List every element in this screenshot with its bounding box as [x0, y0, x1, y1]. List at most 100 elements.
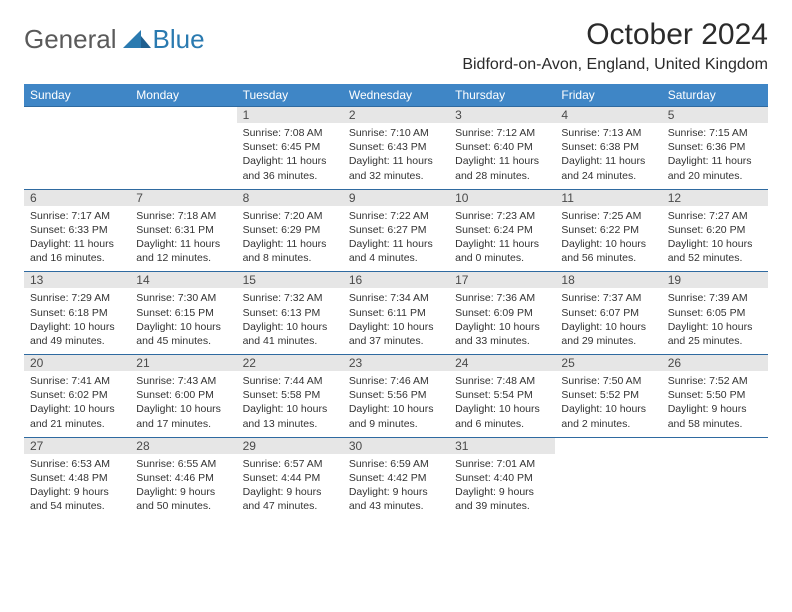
day-cell: Sunrise: 7:25 AMSunset: 6:22 PMDaylight:…: [555, 206, 661, 272]
sunset-line: Sunset: 6:33 PM: [30, 223, 124, 237]
sunset-line: Sunset: 6:00 PM: [136, 388, 230, 402]
page-title: October 2024: [462, 18, 768, 52]
day-header: Sunday: [24, 84, 130, 107]
day-number: 23: [343, 355, 449, 372]
sunset-line: Sunset: 6:45 PM: [243, 140, 337, 154]
day-cell: Sunrise: 7:29 AMSunset: 6:18 PMDaylight:…: [24, 288, 130, 354]
page-subtitle: Bidford-on-Avon, England, United Kingdom: [462, 56, 768, 74]
day-number: 20: [24, 355, 130, 372]
sunset-line: Sunset: 6:36 PM: [668, 140, 762, 154]
empty-cell: [130, 123, 236, 189]
sunrise-line: Sunrise: 6:55 AM: [136, 457, 230, 471]
logo-triangle-icon: [123, 24, 151, 55]
day-cell: Sunrise: 7:12 AMSunset: 6:40 PMDaylight:…: [449, 123, 555, 189]
daylight-line: Daylight: 10 hours and 25 minutes.: [668, 320, 762, 348]
sunrise-line: Sunrise: 6:57 AM: [243, 457, 337, 471]
sunset-line: Sunset: 6:09 PM: [455, 306, 549, 320]
sunset-line: Sunset: 4:44 PM: [243, 471, 337, 485]
day-header: Monday: [130, 84, 236, 107]
sunset-line: Sunset: 5:58 PM: [243, 388, 337, 402]
day-cell: Sunrise: 6:59 AMSunset: 4:42 PMDaylight:…: [343, 454, 449, 520]
day-cell: Sunrise: 7:37 AMSunset: 6:07 PMDaylight:…: [555, 288, 661, 354]
day-cell: Sunrise: 7:15 AMSunset: 6:36 PMDaylight:…: [662, 123, 768, 189]
logo-text-a: General: [24, 24, 117, 55]
daylight-line: Daylight: 11 hours and 36 minutes.: [243, 154, 337, 182]
day-cell: Sunrise: 7:22 AMSunset: 6:27 PMDaylight:…: [343, 206, 449, 272]
logo: General Blue: [24, 18, 205, 55]
day-cell: Sunrise: 7:13 AMSunset: 6:38 PMDaylight:…: [555, 123, 661, 189]
empty-cell: [24, 107, 130, 124]
daylight-line: Daylight: 10 hours and 21 minutes.: [30, 402, 124, 430]
sunrise-line: Sunrise: 7:44 AM: [243, 374, 337, 388]
day-number: 1: [237, 107, 343, 124]
day-number: 26: [662, 355, 768, 372]
day-number: 7: [130, 189, 236, 206]
day-cell: Sunrise: 7:01 AMSunset: 4:40 PMDaylight:…: [449, 454, 555, 520]
empty-cell: [130, 107, 236, 124]
sunrise-line: Sunrise: 7:30 AM: [136, 291, 230, 305]
sunrise-line: Sunrise: 6:59 AM: [349, 457, 443, 471]
day-number: 18: [555, 272, 661, 289]
sunset-line: Sunset: 4:42 PM: [349, 471, 443, 485]
daylight-line: Daylight: 10 hours and 49 minutes.: [30, 320, 124, 348]
sunrise-line: Sunrise: 7:27 AM: [668, 209, 762, 223]
sunrise-line: Sunrise: 7:43 AM: [136, 374, 230, 388]
sunset-line: Sunset: 6:24 PM: [455, 223, 549, 237]
daynum-row: 20212223242526: [24, 355, 768, 372]
sunrise-line: Sunrise: 7:10 AM: [349, 126, 443, 140]
day-number: 15: [237, 272, 343, 289]
day-number: 21: [130, 355, 236, 372]
sunset-line: Sunset: 5:54 PM: [455, 388, 549, 402]
day-cell: Sunrise: 7:44 AMSunset: 5:58 PMDaylight:…: [237, 371, 343, 437]
day-cell: Sunrise: 7:08 AMSunset: 6:45 PMDaylight:…: [237, 123, 343, 189]
daylight-line: Daylight: 10 hours and 41 minutes.: [243, 320, 337, 348]
daylight-line: Daylight: 9 hours and 39 minutes.: [455, 485, 549, 513]
sunrise-line: Sunrise: 7:36 AM: [455, 291, 549, 305]
day-number: 11: [555, 189, 661, 206]
sunrise-line: Sunrise: 7:52 AM: [668, 374, 762, 388]
daylight-line: Daylight: 11 hours and 8 minutes.: [243, 237, 337, 265]
sunrise-line: Sunrise: 7:20 AM: [243, 209, 337, 223]
sunset-line: Sunset: 6:05 PM: [668, 306, 762, 320]
sunrise-line: Sunrise: 7:15 AM: [668, 126, 762, 140]
sunset-line: Sunset: 6:40 PM: [455, 140, 549, 154]
day-number: 10: [449, 189, 555, 206]
content-row: Sunrise: 7:41 AMSunset: 6:02 PMDaylight:…: [24, 371, 768, 437]
sunset-line: Sunset: 6:31 PM: [136, 223, 230, 237]
sunrise-line: Sunrise: 7:13 AM: [561, 126, 655, 140]
daylight-line: Daylight: 10 hours and 37 minutes.: [349, 320, 443, 348]
sunrise-line: Sunrise: 7:50 AM: [561, 374, 655, 388]
sunset-line: Sunset: 4:48 PM: [30, 471, 124, 485]
sunset-line: Sunset: 6:22 PM: [561, 223, 655, 237]
day-cell: Sunrise: 7:10 AMSunset: 6:43 PMDaylight:…: [343, 123, 449, 189]
sunset-line: Sunset: 6:27 PM: [349, 223, 443, 237]
sunrise-line: Sunrise: 6:53 AM: [30, 457, 124, 471]
sunrise-line: Sunrise: 7:37 AM: [561, 291, 655, 305]
empty-cell: [662, 454, 768, 520]
empty-cell: [24, 123, 130, 189]
day-number: 2: [343, 107, 449, 124]
sunset-line: Sunset: 6:43 PM: [349, 140, 443, 154]
day-number: 30: [343, 437, 449, 454]
content-row: Sunrise: 7:29 AMSunset: 6:18 PMDaylight:…: [24, 288, 768, 354]
day-cell: Sunrise: 7:27 AMSunset: 6:20 PMDaylight:…: [662, 206, 768, 272]
day-number: 17: [449, 272, 555, 289]
day-number: 29: [237, 437, 343, 454]
day-cell: Sunrise: 7:17 AMSunset: 6:33 PMDaylight:…: [24, 206, 130, 272]
sunset-line: Sunset: 5:50 PM: [668, 388, 762, 402]
daylight-line: Daylight: 10 hours and 52 minutes.: [668, 237, 762, 265]
day-cell: Sunrise: 7:50 AMSunset: 5:52 PMDaylight:…: [555, 371, 661, 437]
daylight-line: Daylight: 9 hours and 54 minutes.: [30, 485, 124, 513]
day-number: 19: [662, 272, 768, 289]
day-cell: Sunrise: 7:41 AMSunset: 6:02 PMDaylight:…: [24, 371, 130, 437]
day-cell: Sunrise: 7:43 AMSunset: 6:00 PMDaylight:…: [130, 371, 236, 437]
daylight-line: Daylight: 11 hours and 4 minutes.: [349, 237, 443, 265]
daylight-line: Daylight: 10 hours and 9 minutes.: [349, 402, 443, 430]
day-cell: Sunrise: 7:36 AMSunset: 6:09 PMDaylight:…: [449, 288, 555, 354]
daylight-line: Daylight: 11 hours and 28 minutes.: [455, 154, 549, 182]
day-number: 28: [130, 437, 236, 454]
daylight-line: Daylight: 11 hours and 12 minutes.: [136, 237, 230, 265]
day-cell: Sunrise: 7:23 AMSunset: 6:24 PMDaylight:…: [449, 206, 555, 272]
day-cell: Sunrise: 7:30 AMSunset: 6:15 PMDaylight:…: [130, 288, 236, 354]
sunrise-line: Sunrise: 7:08 AM: [243, 126, 337, 140]
